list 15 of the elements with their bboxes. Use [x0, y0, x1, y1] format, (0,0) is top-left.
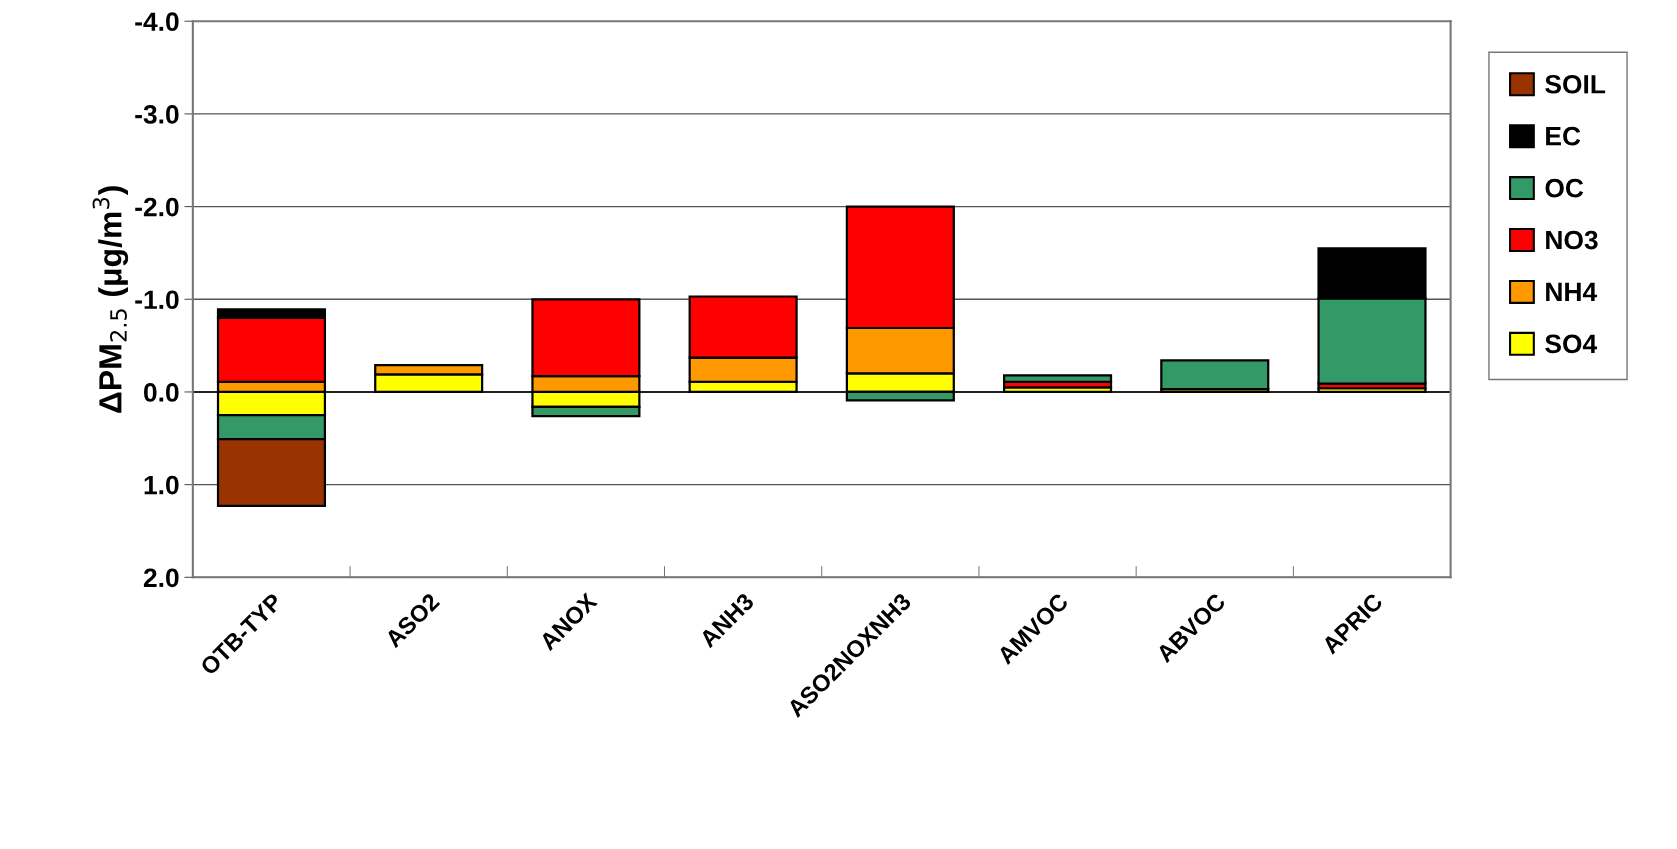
legend-label: SO4 [1545, 334, 1598, 354]
y-tick-label: 0.0 [144, 383, 179, 402]
y-tick-label: -4.0 [135, 12, 179, 32]
y-tick-label: 2.0 [143, 568, 179, 588]
legend-label: SOIL [1545, 74, 1606, 94]
legend-label: NO3 [1546, 230, 1598, 250]
y-axis-title: ΔPM$_{2.5}$ (μg/m$^{3}$) [92, 186, 129, 413]
y-tick-label: -2.0 [135, 197, 179, 217]
legend-label: EC [1546, 126, 1581, 146]
legend-label: NH4 [1546, 282, 1598, 302]
bar [1160, 359, 1270, 391]
y-tick-label: -3.0 [135, 105, 179, 124]
legend-label: OC [1545, 178, 1584, 198]
y-tick-label: 1.0 [144, 475, 179, 495]
y-tick-label: -1.0 [135, 290, 179, 310]
